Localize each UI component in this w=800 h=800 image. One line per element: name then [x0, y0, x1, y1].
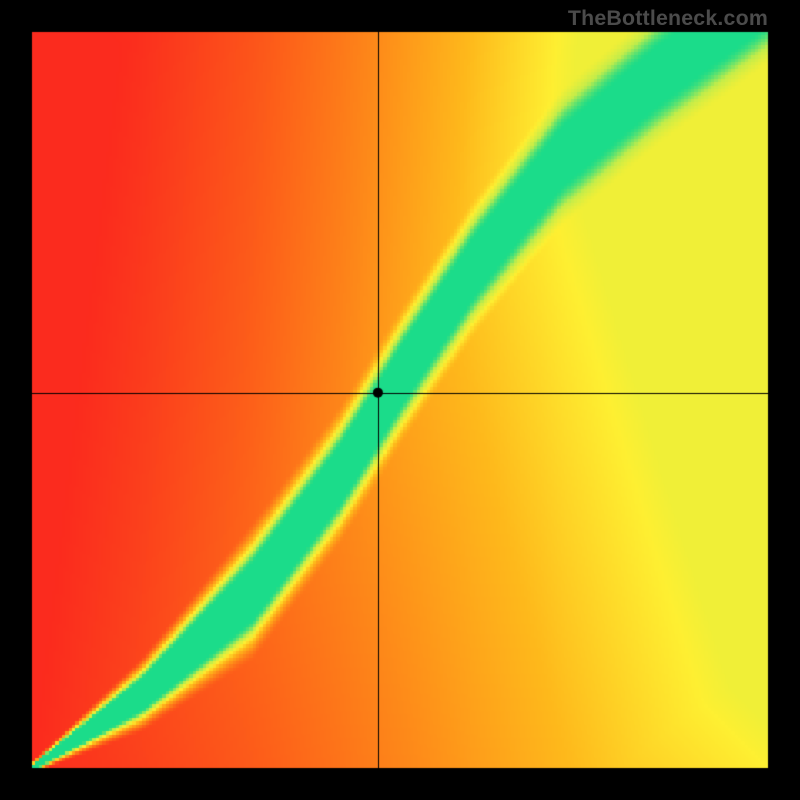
chart-frame: TheBottleneck.com	[0, 0, 800, 800]
bottleneck-heatmap	[0, 0, 800, 800]
watermark-text: TheBottleneck.com	[568, 6, 768, 31]
